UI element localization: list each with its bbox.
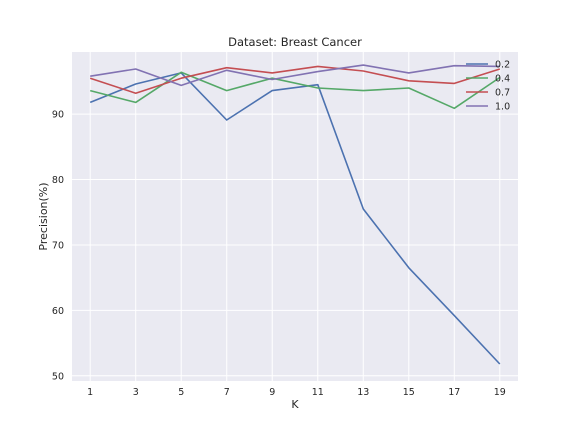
y-tick-labels: 50 60 70 80 90 xyxy=(52,110,64,383)
grid xyxy=(72,52,518,381)
series-line-0.7 xyxy=(89,65,501,94)
y-tick-label: 60 xyxy=(52,306,64,317)
x-tick-label: 9 xyxy=(269,387,275,398)
plot-area xyxy=(72,52,518,381)
x-tick-label: 11 xyxy=(312,387,324,398)
y-tick-label: 90 xyxy=(52,110,64,121)
y-axis-label: Precision(%) xyxy=(37,182,50,250)
x-tick-label: 1 xyxy=(87,387,93,398)
legend-label: 0.4 xyxy=(495,74,510,85)
y-tick-label: 50 xyxy=(52,371,64,382)
legend-label: 0.2 xyxy=(495,60,510,71)
series-line-1.0 xyxy=(90,64,500,87)
x-tick-label: 19 xyxy=(494,387,506,398)
x-tick-label: 5 xyxy=(178,387,184,398)
x-axis-label: K xyxy=(291,398,299,411)
legend-label: 0.7 xyxy=(495,88,510,99)
legend: 0.2 0.4 0.7 1.0 xyxy=(466,60,510,113)
series-line-0.2 xyxy=(89,72,501,365)
x-tick-label: 7 xyxy=(224,387,230,398)
y-tick-label: 70 xyxy=(52,240,64,251)
x-tick-label: 3 xyxy=(133,387,139,398)
chart-title: Dataset: Breast Cancer xyxy=(228,35,362,49)
x-tick-labels: 1 3 5 7 9 11 13 15 17 19 xyxy=(87,387,506,398)
x-tick-label: 15 xyxy=(403,387,415,398)
legend-label: 1.0 xyxy=(495,102,510,113)
y-tick-label: 80 xyxy=(52,175,64,186)
series-lines xyxy=(89,64,501,365)
series-line-0.4 xyxy=(89,71,501,110)
x-tick-label: 17 xyxy=(448,387,460,398)
x-tick-label: 13 xyxy=(357,387,369,398)
